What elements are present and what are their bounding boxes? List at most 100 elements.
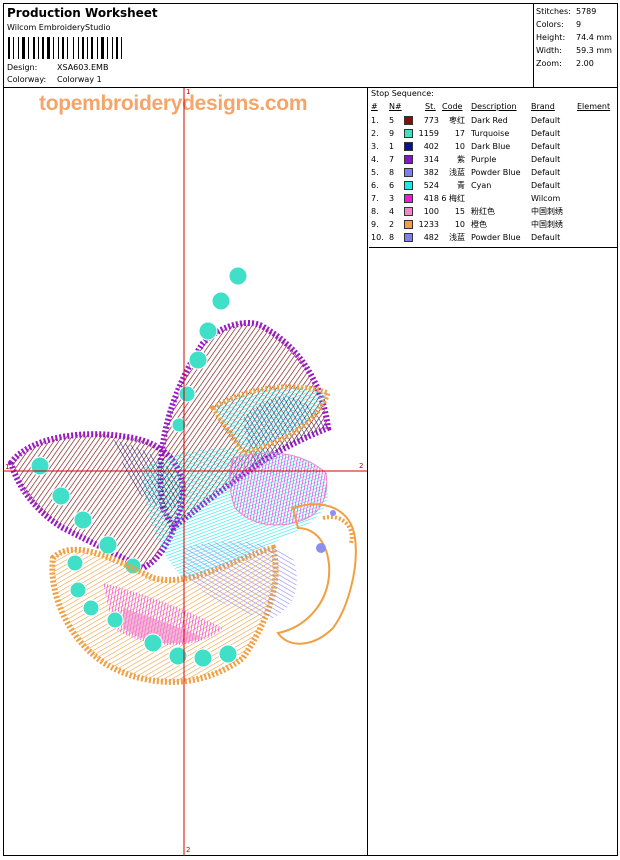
row-st: 418 <box>423 194 439 203</box>
color-swatch <box>404 233 413 242</box>
barcode-bar <box>62 37 64 59</box>
barcode-bar <box>33 37 35 59</box>
row-n: 8 <box>389 168 395 177</box>
stop-sequence-row: 2. 9 1159 17 Turquoise Default <box>369 128 618 141</box>
barcode-bar <box>13 37 14 59</box>
colorway-value: Colorway 1 <box>57 75 102 84</box>
stop-sequence-row: 1. 5 773 枣红 Dark Red Default <box>369 115 618 128</box>
row-code: 青 <box>457 181 465 190</box>
row-code: 浅蓝 <box>449 168 465 177</box>
row-st: 773 <box>423 116 439 125</box>
color-swatch <box>404 155 413 164</box>
row-idx: 5. <box>371 168 379 177</box>
barcode <box>8 37 130 59</box>
row-brand: Default <box>531 129 561 138</box>
row-brand: Default <box>531 168 561 177</box>
design-label: Design: <box>7 63 38 72</box>
row-idx: 3. <box>371 142 379 151</box>
row-n: 9 <box>389 129 395 138</box>
stop-sequence-row: 4. 7 314 紫 Purple Default <box>369 154 618 167</box>
barcode-bar <box>67 37 68 59</box>
row-code: 10 <box>454 142 465 151</box>
watermark-text: topembroiderydesigns.com <box>39 92 308 115</box>
row-idx: 1. <box>371 116 379 125</box>
row-st: 314 <box>423 155 439 164</box>
stop-sequence-title: Stop Sequence: <box>371 89 434 98</box>
row-desc: Cyan <box>471 181 492 190</box>
barcode-bar <box>116 37 118 59</box>
row-code: 6 梅红 <box>441 194 465 203</box>
row-n: 5 <box>389 116 395 125</box>
row-desc: 粉红色 <box>471 207 495 216</box>
color-swatch <box>404 129 413 138</box>
software-name: Wilcom EmbroideryStudio <box>7 23 111 32</box>
row-n: 6 <box>389 181 395 190</box>
barcode-bar <box>101 37 104 59</box>
color-swatch <box>404 194 413 203</box>
row-brand: Default <box>531 142 561 151</box>
row-code: 枣红 <box>449 116 465 125</box>
color-swatch <box>404 181 413 190</box>
row-brand: Default <box>531 181 561 190</box>
row-desc: Purple <box>471 155 497 164</box>
col-header-st: St. <box>425 102 436 111</box>
axis-left-label: 1 <box>5 463 10 471</box>
col-header-idx: # <box>371 102 378 111</box>
barcode-bar <box>58 37 59 59</box>
design-value: XSA603.EMB <box>57 63 109 72</box>
barcode-bar <box>53 37 54 59</box>
row-desc: Dark Blue <box>471 142 511 151</box>
colorway-label: Colorway: <box>7 75 47 84</box>
design-preview-panel: topembroiderydesigns.com <box>3 88 368 856</box>
row-n: 8 <box>389 233 395 242</box>
row-desc: 橙色 <box>471 220 487 229</box>
barcode-bar <box>91 37 93 59</box>
barcode-bar <box>38 37 39 59</box>
col-header-n: N# <box>389 102 402 111</box>
row-n: 3 <box>389 194 395 203</box>
col-header-element: Element <box>577 102 611 111</box>
stop-sequence-row: 9. 2 1233 10 橙色 中国刺绣 <box>369 219 618 232</box>
row-idx: 7. <box>371 194 379 203</box>
row-n: 1 <box>389 142 395 151</box>
row-brand: Wilcom <box>531 194 561 203</box>
barcode-bar <box>78 37 79 59</box>
row-code: 紫 <box>457 155 465 164</box>
worksheet-frame <box>3 3 618 856</box>
row-code: 15 <box>454 207 465 216</box>
color-swatch <box>404 168 413 177</box>
row-desc: Powder Blue <box>471 233 521 242</box>
row-st: 1159 <box>418 129 439 138</box>
barcode-bar <box>107 37 108 59</box>
barcode-bar <box>22 37 25 59</box>
barcode-bar <box>47 37 50 59</box>
row-idx: 9. <box>371 220 379 229</box>
stop-sequence-row: 5. 8 382 浅蓝 Powder Blue Default <box>369 167 618 180</box>
row-n: 2 <box>389 220 395 229</box>
axis-bottom-label: 2 <box>186 846 191 854</box>
barcode-bar <box>97 37 98 59</box>
barcode-bar <box>73 37 74 59</box>
row-n: 7 <box>389 155 395 164</box>
row-idx: 2. <box>371 129 379 138</box>
barcode-bar <box>121 37 122 59</box>
axis-right-label: 2 <box>359 462 364 470</box>
embroidery-preview <box>3 88 367 856</box>
row-desc: Turquoise <box>471 129 510 138</box>
row-st: 100 <box>423 207 439 216</box>
stop-sequence-row: 6. 6 524 青 Cyan Default <box>369 180 618 193</box>
stop-sequence-header: # N# St. Code Description Brand Element <box>369 102 618 114</box>
color-swatch <box>404 207 413 216</box>
color-swatch <box>404 142 413 151</box>
row-code: 浅蓝 <box>449 233 465 242</box>
barcode-bar <box>82 37 84 59</box>
barcode-bar <box>112 37 113 59</box>
row-st: 1233 <box>418 220 439 229</box>
row-st: 482 <box>423 233 439 242</box>
stop-sequence-row: 10. 8 482 浅蓝 Powder Blue Default <box>369 232 618 245</box>
row-brand: Default <box>531 116 561 125</box>
row-n: 4 <box>389 207 395 216</box>
barcode-bar <box>42 37 44 59</box>
col-header-brand: Brand <box>531 102 555 111</box>
row-st: 524 <box>423 181 439 190</box>
